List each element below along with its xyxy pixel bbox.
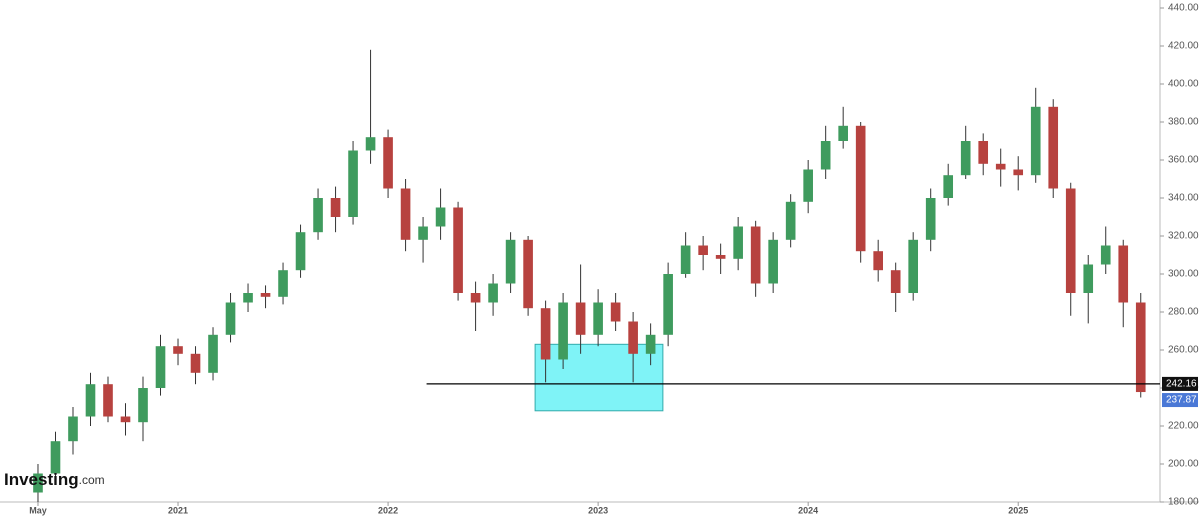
candle-body	[33, 473, 43, 493]
y-tick-label: 400.00	[1168, 79, 1199, 90]
candle-body	[803, 169, 813, 202]
y-tick-label: 300.00	[1168, 269, 1199, 280]
y-tick-label: 340.00	[1168, 193, 1199, 204]
x-tick-label: May	[29, 505, 47, 515]
x-tick-label: 2021	[168, 505, 188, 515]
candle-body	[960, 141, 971, 176]
brand-suffix: .com	[79, 473, 105, 487]
candle-body	[768, 239, 778, 284]
candle-body	[680, 245, 691, 274]
candle-body	[365, 137, 376, 151]
candle-body	[173, 346, 183, 354]
candle-body	[1118, 245, 1129, 303]
candle-body	[278, 270, 288, 297]
candle-body	[400, 188, 411, 240]
price-tag	[1162, 393, 1198, 408]
candle-body	[820, 141, 831, 170]
candle-body	[750, 226, 761, 284]
price-label: 237.87	[1166, 395, 1197, 406]
candle-body	[260, 293, 271, 297]
y-tick-label: 200.00	[1168, 459, 1199, 470]
candle-body	[155, 346, 166, 388]
candle-body	[698, 245, 708, 255]
y-tick-label: 320.00	[1168, 231, 1199, 242]
x-tick-label: 2023	[588, 505, 608, 515]
candle-body	[488, 283, 498, 303]
y-tick-label: 360.00	[1168, 155, 1199, 166]
level-tag	[1162, 376, 1198, 391]
candle-body	[68, 416, 78, 442]
candle-body	[628, 321, 638, 354]
candle-body	[733, 226, 743, 259]
candle-body	[190, 353, 201, 373]
highlight-box	[534, 343, 664, 412]
candle-body	[50, 441, 61, 474]
candle-body	[995, 163, 1006, 170]
candle-body	[330, 198, 341, 217]
candle-body	[838, 125, 848, 141]
candle-body	[943, 175, 954, 198]
candle-body	[418, 226, 428, 240]
candle-body	[435, 207, 446, 227]
candle-body	[295, 232, 306, 271]
y-tick-label: 260.00	[1168, 345, 1199, 356]
candle-body	[208, 334, 218, 373]
candle-body	[505, 239, 516, 284]
candle-body	[225, 302, 236, 335]
x-tick-label: 2022	[378, 505, 398, 515]
candle-body	[1013, 169, 1024, 176]
candle-body	[908, 239, 919, 293]
candle-body	[593, 302, 603, 335]
candle-body	[663, 274, 673, 335]
candle-body	[1048, 106, 1059, 189]
x-tick-label: 2025	[1008, 505, 1028, 515]
candle-body	[138, 388, 148, 423]
candle-body	[855, 125, 866, 252]
candle-body	[348, 150, 358, 217]
candle-body	[873, 251, 883, 271]
candle-body	[1083, 264, 1094, 293]
level-label: 242.16	[1166, 379, 1197, 390]
candle-body	[243, 293, 253, 303]
brand: Investing.com	[4, 470, 105, 489]
candle-body	[1135, 302, 1146, 393]
candle-body	[890, 270, 901, 293]
y-tick-label: 420.00	[1168, 41, 1199, 52]
candle-body	[558, 302, 568, 360]
candle-body	[1030, 106, 1041, 176]
candle-body	[1065, 188, 1076, 293]
brand-name: Investing	[4, 470, 79, 489]
candle-body	[1100, 245, 1111, 265]
candle-body	[313, 198, 323, 233]
y-tick-label: 180.00	[1168, 497, 1199, 508]
candle-body	[785, 201, 796, 240]
y-tick-label: 220.00	[1168, 421, 1199, 432]
candle-body	[610, 302, 621, 322]
candle-body	[540, 308, 551, 360]
candle-body	[925, 198, 936, 240]
candle-body	[575, 302, 586, 335]
candle-body	[103, 384, 113, 417]
candle-body	[120, 416, 131, 423]
candle-body	[715, 255, 726, 259]
candle-body	[645, 334, 656, 354]
candle-body	[470, 293, 481, 303]
y-tick-label: 380.00	[1168, 117, 1199, 128]
candle-body	[523, 239, 533, 309]
x-tick-label: 2024	[798, 505, 818, 515]
candle-body	[383, 137, 393, 189]
candle-body	[85, 384, 96, 417]
candle-body	[453, 207, 463, 293]
y-tick-label: 440.00	[1168, 3, 1199, 14]
candle-body	[978, 141, 989, 164]
y-tick-label: 280.00	[1168, 307, 1199, 318]
